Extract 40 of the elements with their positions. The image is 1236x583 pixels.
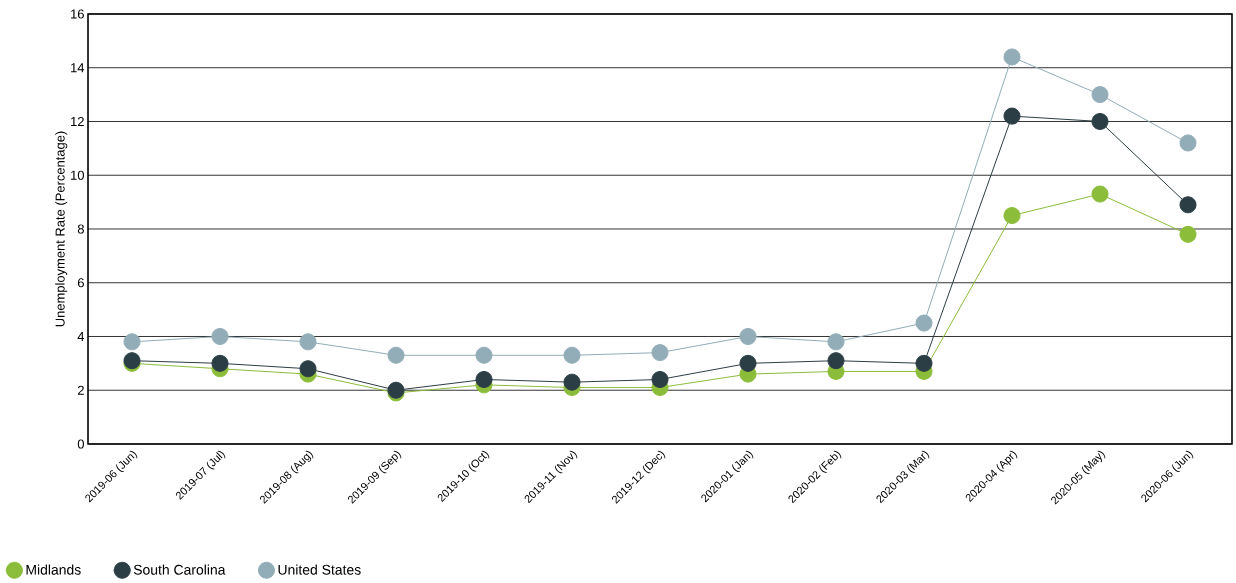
y-tick-label: 16 bbox=[71, 9, 84, 19]
y-tick-label: 2 bbox=[77, 385, 84, 395]
point bbox=[123, 333, 141, 351]
point bbox=[739, 327, 757, 345]
y-tick-label: 4 bbox=[77, 332, 85, 341]
point bbox=[387, 346, 405, 364]
point bbox=[827, 333, 845, 351]
y-tick-label: 6 bbox=[77, 278, 84, 288]
legend-label: South Carolina bbox=[133, 564, 226, 575]
point bbox=[915, 354, 933, 372]
y-tick-label: 8 bbox=[77, 224, 84, 234]
point bbox=[299, 333, 317, 351]
point bbox=[1179, 134, 1197, 152]
point bbox=[1179, 196, 1197, 214]
point bbox=[475, 370, 493, 388]
point bbox=[1003, 207, 1021, 225]
point bbox=[211, 354, 229, 372]
point bbox=[1179, 225, 1197, 243]
point bbox=[1003, 107, 1021, 125]
point bbox=[915, 314, 933, 332]
point bbox=[563, 373, 581, 391]
point bbox=[651, 344, 669, 362]
y-tick-label: 10 bbox=[71, 170, 84, 180]
point bbox=[299, 360, 317, 378]
y-axis-title: Unemployment Rate (Percentage) bbox=[55, 131, 68, 327]
y-tick-label: 0 bbox=[77, 439, 84, 449]
legend-label: Midlands bbox=[26, 564, 81, 575]
point bbox=[1003, 48, 1021, 66]
legend-label: United States bbox=[278, 564, 361, 575]
point bbox=[1091, 86, 1109, 104]
y-tick-label: 14 bbox=[71, 63, 85, 73]
point bbox=[563, 346, 581, 364]
point bbox=[1091, 185, 1109, 203]
point bbox=[1091, 112, 1109, 130]
point bbox=[211, 327, 229, 345]
point bbox=[651, 370, 669, 388]
y-tick-label: 12 bbox=[71, 116, 84, 127]
point bbox=[739, 354, 757, 372]
point bbox=[827, 352, 845, 370]
point bbox=[475, 346, 493, 364]
